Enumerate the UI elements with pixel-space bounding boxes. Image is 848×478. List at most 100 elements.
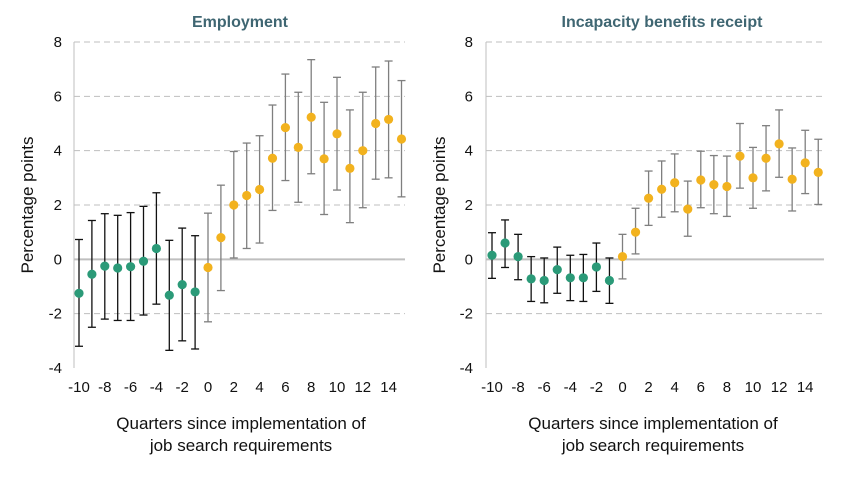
x-axis-label-line-1: Quarters since implementation of bbox=[116, 414, 366, 433]
y-tick-label: -2 bbox=[49, 306, 62, 323]
data-point bbox=[345, 163, 355, 173]
x-tick-label: 8 bbox=[307, 379, 315, 396]
data-point bbox=[396, 134, 407, 144]
x-tick-label: 10 bbox=[745, 379, 762, 396]
data-point bbox=[358, 146, 368, 156]
x-tick-label: 2 bbox=[644, 379, 652, 396]
data-point bbox=[267, 153, 278, 163]
data-point bbox=[319, 154, 329, 164]
y-tick-label: 2 bbox=[465, 197, 473, 214]
y-tick-label: 2 bbox=[54, 197, 62, 214]
x-tick-label: -10 bbox=[481, 379, 503, 396]
data-point bbox=[500, 238, 510, 248]
y-tick-label: 6 bbox=[465, 88, 473, 105]
x-tick-label: 6 bbox=[281, 379, 289, 396]
data-point bbox=[87, 269, 97, 279]
y-tick-label: -4 bbox=[49, 360, 62, 377]
x-tick-label: -2 bbox=[176, 379, 189, 396]
x-tick-label: -10 bbox=[68, 379, 90, 396]
data-point bbox=[332, 129, 342, 139]
x-tick-label: 4 bbox=[671, 379, 679, 396]
data-point bbox=[203, 262, 213, 273]
x-tick-label: -4 bbox=[564, 379, 577, 396]
data-point bbox=[113, 263, 123, 273]
data-point bbox=[787, 174, 797, 184]
y-axis-label: Percentage points bbox=[18, 136, 37, 273]
data-point bbox=[151, 243, 161, 254]
data-point bbox=[177, 279, 187, 290]
y-tick-label: 6 bbox=[54, 88, 62, 105]
data-point bbox=[293, 142, 303, 153]
data-point bbox=[242, 190, 252, 201]
y-tick-label: -2 bbox=[460, 306, 473, 323]
y-tick-label: 0 bbox=[465, 251, 473, 268]
data-point bbox=[657, 184, 667, 194]
data-point bbox=[709, 180, 719, 190]
data-point bbox=[487, 250, 497, 260]
data-point bbox=[526, 274, 536, 284]
data-point bbox=[630, 227, 641, 237]
x-tick-label: -4 bbox=[150, 379, 163, 396]
data-point bbox=[229, 200, 239, 210]
x-tick-label: 4 bbox=[255, 379, 263, 396]
data-point bbox=[100, 261, 110, 271]
data-point bbox=[138, 256, 149, 266]
x-axis-label-line-2: job search requirements bbox=[149, 436, 332, 455]
panel-incapacity-benefits: Incapacity benefits receipt Percentage p… bbox=[430, 14, 824, 455]
y-tick-label: 8 bbox=[54, 34, 62, 51]
data-point bbox=[565, 273, 575, 283]
data-point bbox=[722, 181, 732, 192]
chart-title: Incapacity benefits receipt bbox=[562, 14, 764, 31]
y-tick-label: -4 bbox=[460, 360, 473, 377]
data-point bbox=[513, 252, 523, 262]
data-point bbox=[74, 288, 84, 298]
data-point bbox=[280, 122, 290, 133]
x-tick-label: -6 bbox=[124, 379, 137, 396]
x-tick-label: -8 bbox=[98, 379, 111, 396]
chart-title: Employment bbox=[192, 14, 289, 31]
data-point bbox=[748, 173, 758, 183]
x-tick-label: 2 bbox=[230, 379, 238, 396]
panel-employment: Employment Percentage points Quarters si… bbox=[18, 14, 407, 455]
y-tick-label: 4 bbox=[54, 143, 62, 160]
x-tick-label: 6 bbox=[697, 379, 705, 396]
data-point bbox=[591, 262, 602, 272]
data-point bbox=[552, 265, 562, 275]
data-point bbox=[578, 273, 588, 283]
data-point bbox=[735, 151, 745, 161]
x-tick-label: 14 bbox=[380, 379, 397, 396]
x-axis-label-line-1: Quarters since implementation of bbox=[528, 414, 778, 433]
data-point bbox=[644, 193, 654, 203]
x-tick-label: 14 bbox=[797, 379, 814, 396]
data-point bbox=[696, 175, 706, 185]
y-tick-label: 8 bbox=[465, 34, 473, 51]
x-axis-label-line-2: job search requirements bbox=[561, 436, 744, 455]
data-point bbox=[190, 287, 200, 297]
data-point bbox=[371, 118, 381, 129]
data-point bbox=[813, 167, 823, 177]
data-point bbox=[800, 158, 810, 168]
data-point bbox=[670, 178, 680, 188]
data-point bbox=[539, 275, 549, 286]
data-point bbox=[617, 252, 628, 262]
data-point bbox=[384, 114, 394, 125]
data-point bbox=[683, 204, 693, 214]
x-tick-label: 10 bbox=[329, 379, 346, 396]
x-tick-label: 8 bbox=[723, 379, 731, 396]
data-point bbox=[306, 112, 316, 122]
x-tick-label: -2 bbox=[590, 379, 603, 396]
data-point bbox=[164, 290, 174, 300]
x-tick-label: -6 bbox=[538, 379, 551, 396]
x-tick-label: -8 bbox=[511, 379, 524, 396]
y-axis-label: Percentage points bbox=[430, 136, 449, 273]
y-tick-label: 0 bbox=[54, 251, 62, 268]
data-point bbox=[761, 153, 771, 163]
x-tick-label: 12 bbox=[354, 379, 371, 396]
data-point bbox=[126, 262, 136, 272]
data-point bbox=[255, 184, 265, 195]
x-tick-label: 12 bbox=[771, 379, 788, 396]
data-point bbox=[216, 233, 226, 243]
y-tick-label: 4 bbox=[465, 143, 473, 160]
